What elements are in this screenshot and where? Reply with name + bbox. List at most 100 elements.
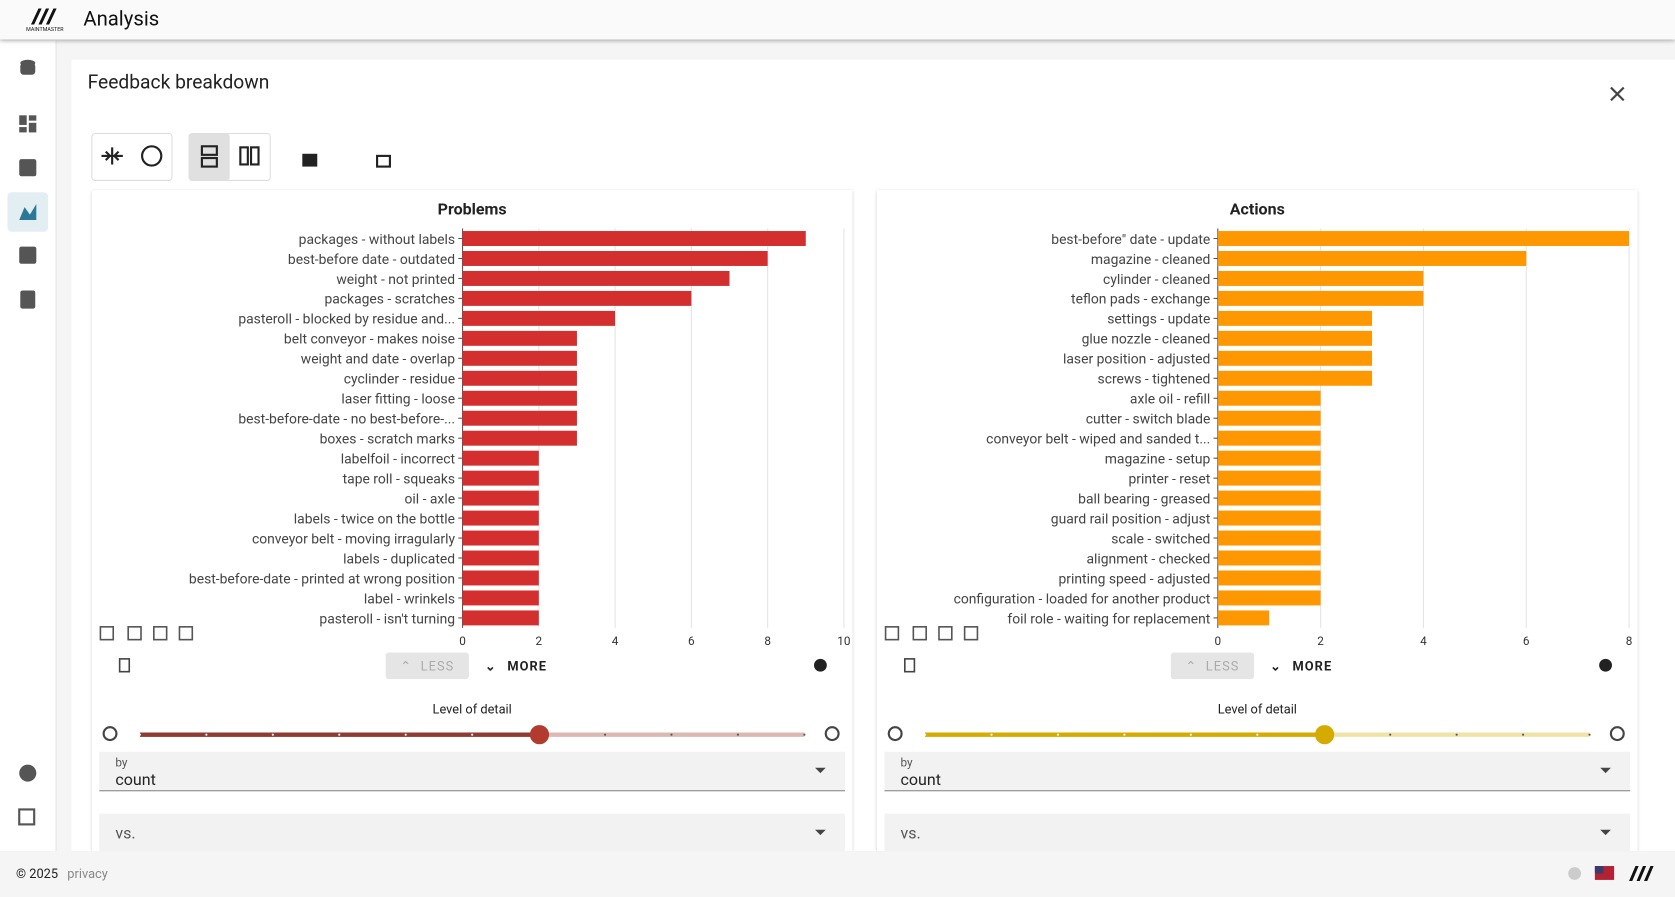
bar <box>1217 590 1321 606</box>
slider-step <box>1389 733 1392 736</box>
by-select[interactable]: by count <box>884 751 1631 792</box>
x-tick-label: 4 <box>612 634 619 648</box>
translate-icon[interactable] <box>302 153 318 167</box>
category-label: label - wrinkels <box>364 591 455 607</box>
bar <box>462 310 616 326</box>
category-label: printer - reset <box>1128 471 1210 487</box>
logo-text: MAINTMASTER <box>26 27 64 33</box>
bar <box>462 470 539 486</box>
slider-step <box>1189 733 1192 736</box>
x-tick-label: 6 <box>1523 634 1530 648</box>
dropdown-arrow <box>1600 767 1611 774</box>
chart-tool-icon[interactable] <box>153 626 168 641</box>
level-of-detail-label: Level of detail <box>1217 701 1297 717</box>
category-label: cylinder - cleaned <box>1103 272 1210 288</box>
zoom-in-icon <box>1609 726 1625 742</box>
chart-tool-icon[interactable] <box>127 626 142 641</box>
logo[interactable]: MAINTMASTER <box>15 3 79 35</box>
zoom-out-icon <box>102 726 118 742</box>
category-label: best-before date - outdated <box>288 252 455 268</box>
slider-step <box>1056 733 1060 736</box>
slider-step <box>138 733 142 736</box>
category-label: laser fitting - loose <box>341 392 455 408</box>
slider-step <box>603 733 607 736</box>
copyright: © 2025 <box>16 866 59 881</box>
bar <box>1217 410 1321 426</box>
rows-icon[interactable] <box>200 145 218 156</box>
less-button[interactable]: ⌃ LESS <box>385 652 469 680</box>
clear-icon[interactable] <box>376 154 391 168</box>
slider-step <box>1123 733 1126 736</box>
split-icon[interactable] <box>101 147 123 165</box>
dropdown-arrow <box>815 829 826 836</box>
pie-icon <box>1599 658 1612 672</box>
category-label: configuration - loaded for another produ… <box>954 591 1211 607</box>
sidebar-icons <box>7 59 49 826</box>
by-value: count <box>115 769 156 790</box>
category-label: settings - update <box>1107 312 1210 328</box>
x-tick-label: 0 <box>459 634 466 648</box>
bar <box>462 251 768 266</box>
bar <box>1217 390 1321 406</box>
app-title: Analysis <box>83 6 160 31</box>
category-label: magazine - cleaned <box>1091 252 1210 268</box>
bar <box>1217 251 1527 266</box>
bar <box>462 510 539 526</box>
bar <box>462 410 577 426</box>
privacy-link[interactable]: privacy <box>67 866 108 881</box>
category-label: laser position - adjusted <box>1063 352 1210 368</box>
columns-icon[interactable] <box>239 146 249 166</box>
less-button[interactable]: ⌃ LESS <box>1170 652 1255 680</box>
x-tick-label: 8 <box>764 634 771 648</box>
footer: © 2025 privacy <box>0 851 1675 897</box>
slider-step <box>205 733 208 736</box>
category-label: printing speed - adjusted <box>1059 571 1211 587</box>
by-value: count <box>900 769 941 790</box>
category-label: packages - without labels <box>299 232 455 248</box>
bar <box>462 350 577 366</box>
more-button[interactable]: ⌄ MORE <box>484 658 548 674</box>
vs-select[interactable]: vs. <box>884 813 1631 852</box>
by-label: by <box>115 756 128 770</box>
chart-tool-icon[interactable] <box>99 626 115 641</box>
slider-step <box>471 733 474 736</box>
export-icon <box>903 658 916 673</box>
less-label: LESS <box>1205 658 1240 674</box>
sidebar <box>0 40 57 852</box>
chart-tool-icon[interactable] <box>178 626 194 641</box>
category-label: cyclinder - residue <box>344 372 455 388</box>
slider-knob[interactable] <box>1315 725 1335 745</box>
category-label: belt conveyor - makes noise <box>284 332 455 348</box>
bar <box>462 330 577 346</box>
close-button[interactable] <box>1604 81 1630 107</box>
slider-step <box>803 733 806 736</box>
bar <box>1217 470 1321 486</box>
by-select[interactable]: by count <box>99 751 845 792</box>
bar <box>462 590 539 606</box>
chart-tool-icon[interactable] <box>912 626 927 641</box>
x-tick-label: 0 <box>1214 634 1221 648</box>
vs-select[interactable]: vs. <box>99 813 845 852</box>
slider-step <box>990 733 993 736</box>
bar <box>1217 490 1321 506</box>
sentiment-icon[interactable] <box>141 145 163 167</box>
category-label: best-before-date - printed at wrong posi… <box>189 571 455 587</box>
chart-tool-icon[interactable] <box>938 626 953 641</box>
bar <box>462 530 539 546</box>
bar <box>462 290 692 306</box>
bar <box>1217 370 1373 386</box>
toolbar <box>91 132 391 182</box>
bar <box>462 610 539 626</box>
chart-tool-icon[interactable] <box>963 626 979 641</box>
category-label: weight and date - overlap <box>301 352 455 368</box>
chart-tool-icon[interactable] <box>884 626 900 641</box>
top-bar: MAINTMASTER Analysis <box>0 0 1675 40</box>
theme-toggle[interactable] <box>1568 867 1581 880</box>
category-label: tape roll - squeaks <box>343 471 455 487</box>
more-button[interactable]: ⌄ MORE <box>1269 658 1333 674</box>
category-label: oil - axle <box>405 491 456 507</box>
category-label: alignment - checked <box>1086 551 1210 567</box>
slider-knob[interactable] <box>529 725 550 745</box>
chart-card: Problems 0 2 4 6 8 10 packages - without labels… <box>91 190 853 852</box>
